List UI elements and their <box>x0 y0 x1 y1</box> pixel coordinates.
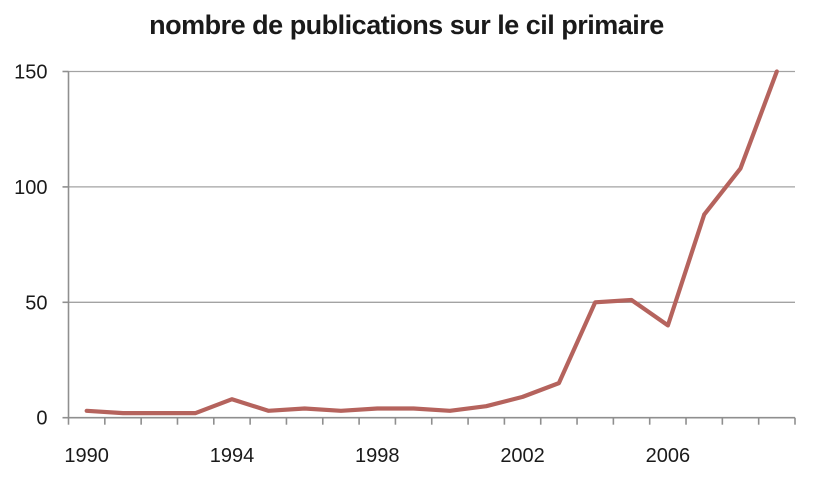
y-tick-label-0: 0 <box>36 408 47 430</box>
y-tick-label-50: 50 <box>25 292 47 314</box>
x-tick-label-2002: 2002 <box>500 445 545 467</box>
x-tick-label-1990: 1990 <box>64 445 109 467</box>
x-tick-label-2006: 2006 <box>646 445 691 467</box>
publications-series-line <box>84 69 779 416</box>
x-tick-label-1998: 1998 <box>355 445 400 467</box>
x-tick-label-1994: 1994 <box>210 445 255 467</box>
y-tick-label-100: 100 <box>14 177 47 199</box>
chart-title: nombre de publications sur le cil primai… <box>149 10 664 40</box>
y-tick-label-150: 150 <box>14 62 47 84</box>
